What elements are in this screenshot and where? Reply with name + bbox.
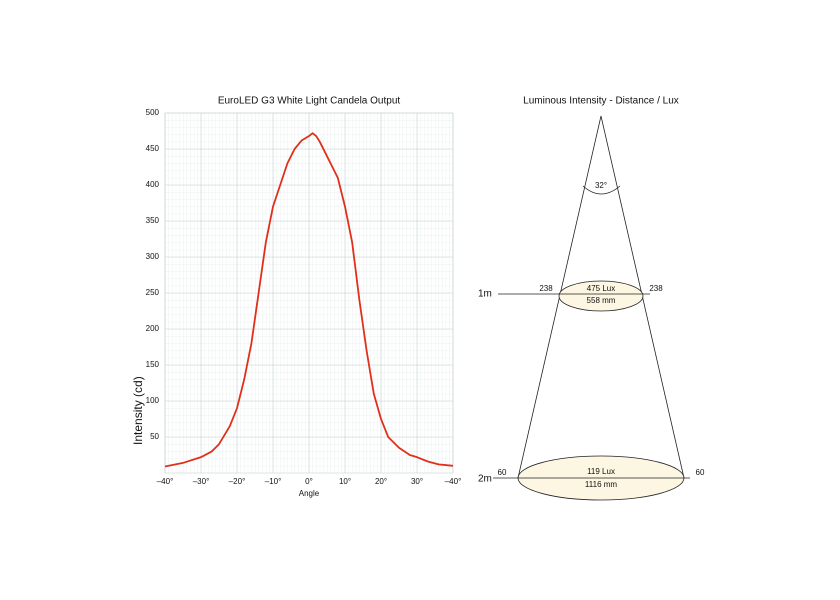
y-tick-label: 200 bbox=[146, 324, 160, 333]
chart: 50 100 150 200 250 300 350 400 450 500 –40° –30° –20… bbox=[146, 108, 462, 486]
beam-ellipse bbox=[558, 280, 644, 312]
left-value: 60 bbox=[498, 468, 507, 477]
data-line bbox=[164, 132, 454, 468]
diagram-title: Luminous Intensity - Distance / Lux bbox=[523, 96, 679, 107]
diameter-label: 558 mm bbox=[587, 296, 616, 305]
right-value: 238 bbox=[649, 284, 663, 293]
y-tick-label: 150 bbox=[146, 360, 160, 369]
y-tick-label: 400 bbox=[146, 180, 160, 189]
x-tick-label: –10° bbox=[265, 477, 282, 486]
x-tick-label: 10° bbox=[339, 477, 351, 486]
diameter-label: 1116 mm bbox=[585, 480, 617, 489]
left-value: 238 bbox=[539, 284, 553, 293]
distance-label: 1m bbox=[478, 289, 492, 300]
x-tick-label: –20° bbox=[229, 477, 246, 486]
distance-label: 2m bbox=[478, 474, 492, 485]
y-tick-label: 100 bbox=[146, 396, 160, 405]
y-tick-label: 500 bbox=[146, 108, 160, 117]
x-tick-label: –40° bbox=[157, 477, 174, 486]
x-tick-label: 30° bbox=[411, 477, 423, 486]
y-tick-label: 50 bbox=[150, 432, 159, 441]
angle-label: 32° bbox=[595, 181, 607, 190]
cone bbox=[517, 115, 685, 479]
x-tick-label: 20° bbox=[375, 477, 387, 486]
right-value: 60 bbox=[696, 468, 705, 477]
angle-arc bbox=[582, 185, 621, 195]
lux-label: 475 Lux bbox=[587, 284, 615, 293]
x-tick-label: 0° bbox=[305, 477, 313, 486]
x-axis-label: Angle bbox=[299, 489, 320, 498]
diagram: Luminous Intensity - Distance / Lux 32° … bbox=[478, 96, 705, 501]
y-tick-label: 250 bbox=[146, 288, 160, 297]
y-tick-label: 450 bbox=[146, 144, 160, 153]
y-axis-label: Intensity (cd) bbox=[131, 376, 145, 445]
lux-label: 119 Lux bbox=[587, 467, 615, 476]
chart-title: EuroLED G3 White Light Candela Output bbox=[218, 96, 401, 107]
y-tick-label: 350 bbox=[146, 216, 160, 225]
x-tick-label: –30° bbox=[193, 477, 210, 486]
x-tick-label: –40° bbox=[445, 477, 462, 486]
y-tick-label: 300 bbox=[146, 252, 160, 261]
